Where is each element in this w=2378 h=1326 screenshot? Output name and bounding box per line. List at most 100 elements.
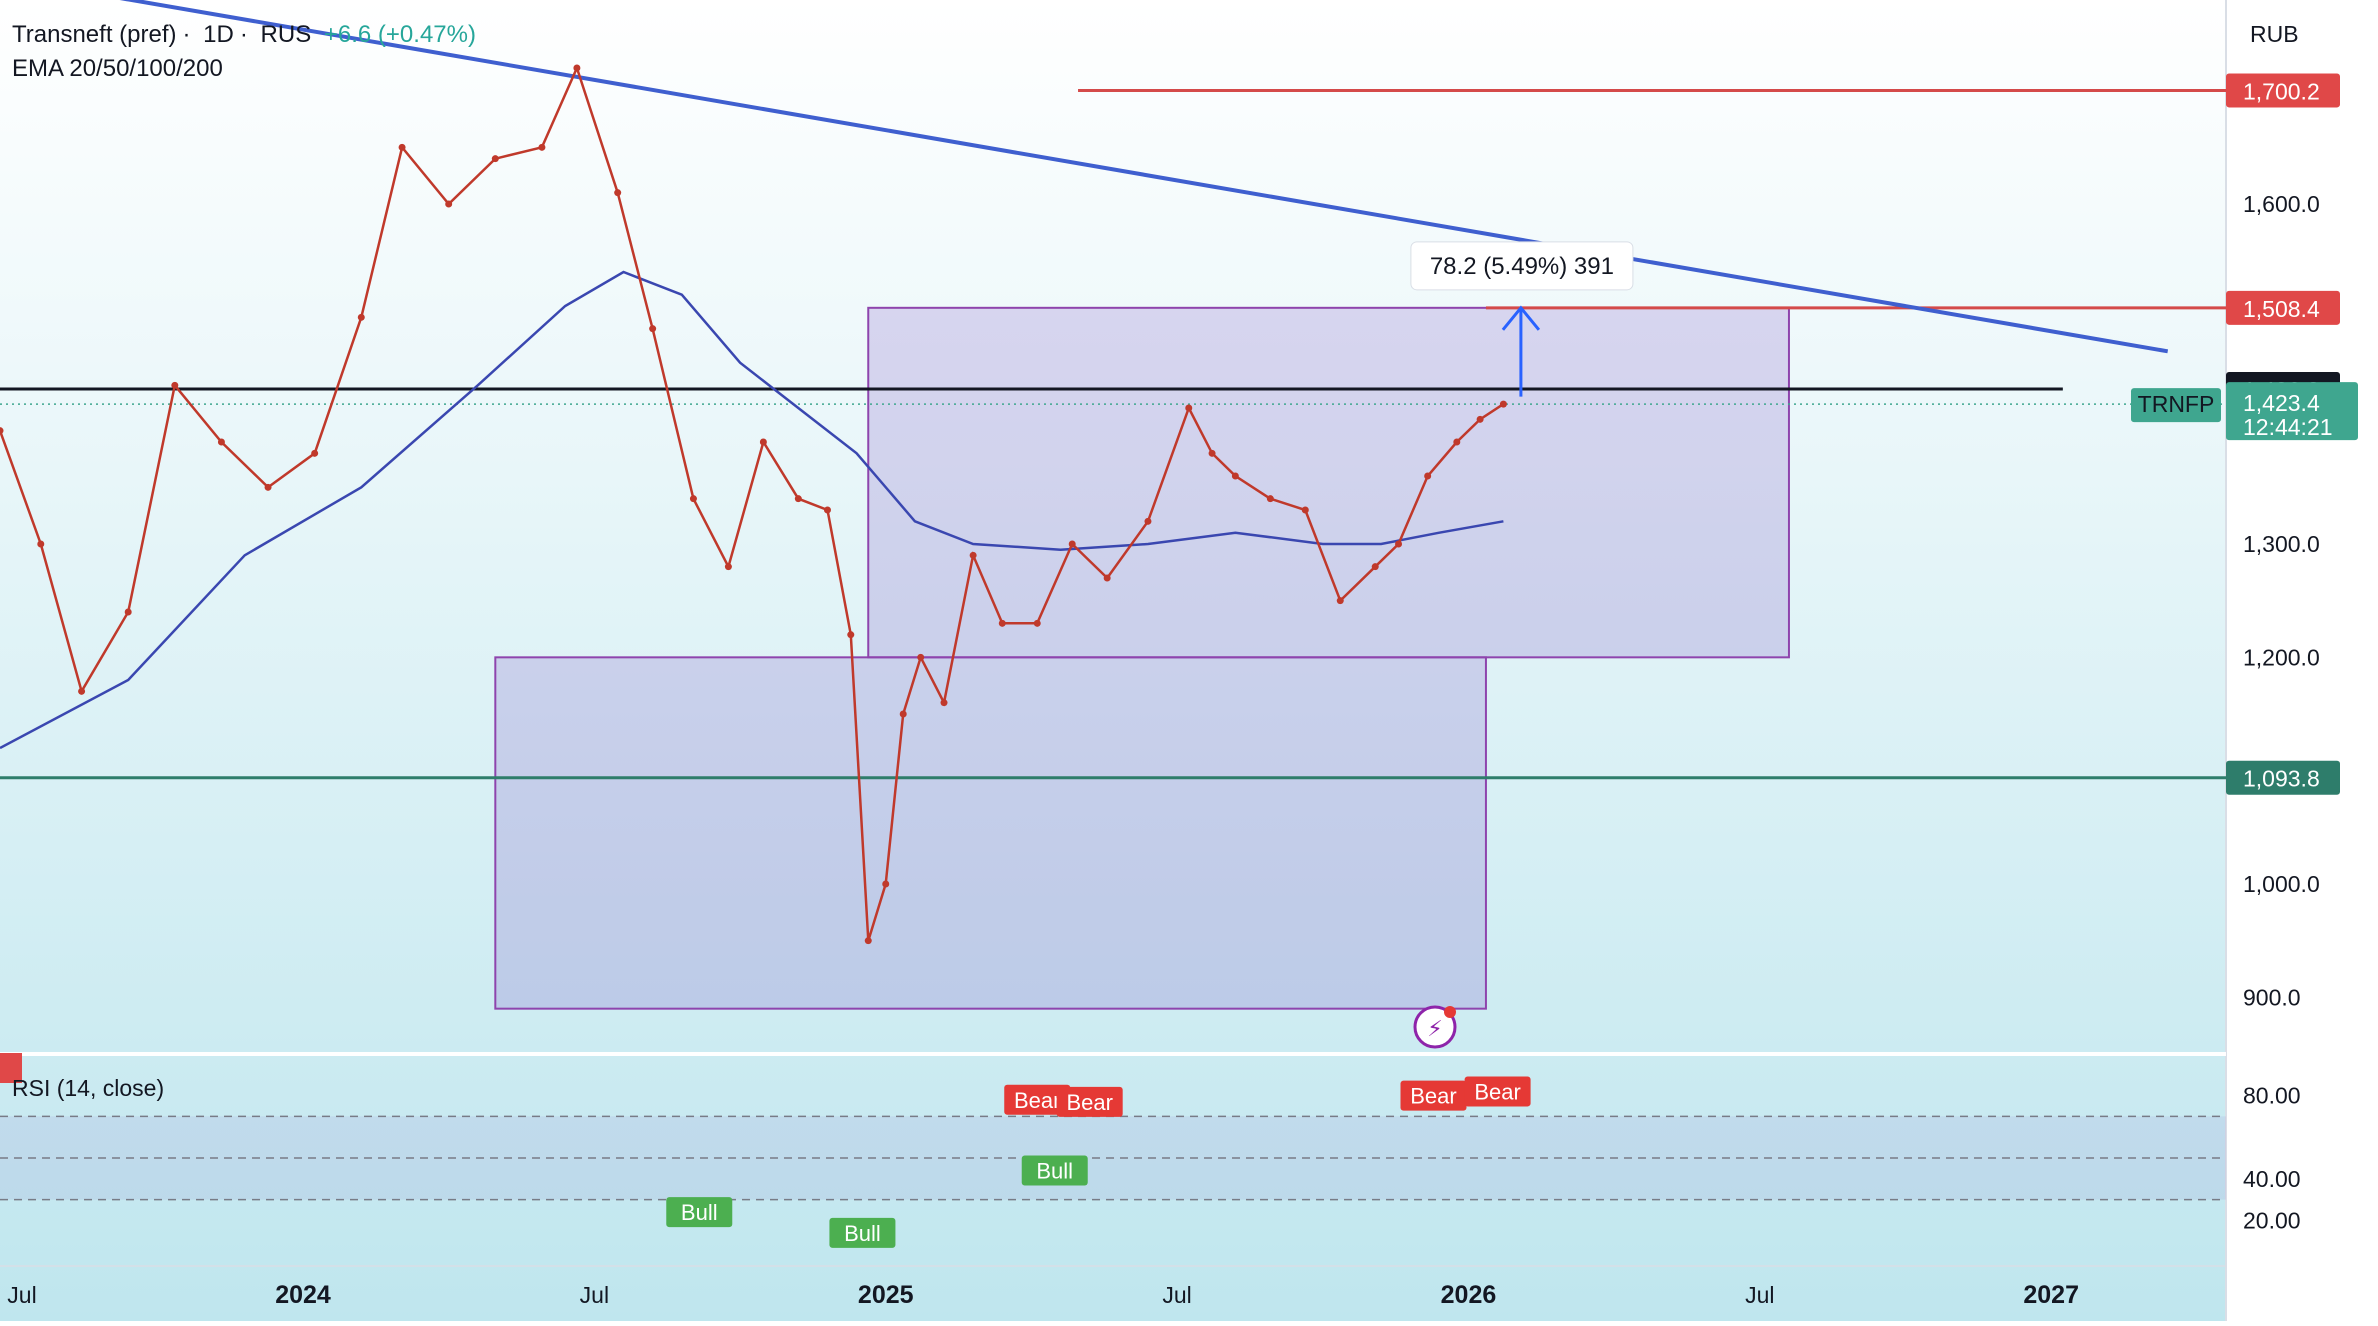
price-point — [1476, 415, 1484, 423]
price-tick: 1,300.0 — [2243, 531, 2320, 557]
price-point — [899, 710, 907, 718]
ticker-tag[interactable] — [2131, 388, 2221, 423]
price-tag-label: 1,508.4 — [2243, 296, 2320, 322]
range-box[interactable] — [867, 306, 1790, 659]
price-tick: 900.0 — [2243, 984, 2301, 1010]
ema-200-line — [0, 270, 1504, 750]
price-point — [37, 540, 45, 548]
price-point — [1371, 563, 1379, 571]
price-point — [311, 449, 319, 457]
price-point — [940, 699, 948, 707]
measure-arrowhead — [1501, 305, 1541, 331]
price-point — [1103, 574, 1111, 582]
time-label: 2024 — [275, 1281, 331, 1309]
price-tag-label: 1,700.2 — [2243, 78, 2320, 104]
rsi-legend[interactable]: RSI (14, close) — [12, 1075, 165, 1101]
price-point — [398, 143, 406, 151]
price-point — [998, 619, 1006, 627]
symbol-name[interactable]: Transneft (pref) — [12, 21, 177, 48]
price-point — [78, 687, 86, 695]
price-point — [445, 200, 453, 208]
measure-label: 78.2 (5.49%) 391 — [1430, 253, 1614, 280]
price-point — [1424, 472, 1432, 480]
price-point — [1185, 404, 1193, 412]
rsi-tick: 20.00 — [2243, 1207, 2301, 1233]
price-point — [124, 608, 132, 616]
last-price-label: 1,423.4 — [2243, 390, 2320, 416]
bar-countdown: 12:44:21 — [2243, 414, 2333, 440]
time-label: Jul — [1745, 1282, 1774, 1308]
price-point — [171, 381, 179, 389]
price-point — [724, 563, 732, 571]
price-point — [969, 551, 977, 559]
price-point — [1266, 495, 1274, 503]
price-change: +6.6 (+0.47%) — [323, 21, 476, 48]
rsi-tick: 80.00 — [2243, 1083, 2301, 1109]
rsi-marker-label: Bull — [681, 1200, 718, 1225]
price-point — [1301, 506, 1309, 514]
rsi-marker-label: Bull — [1036, 1158, 1073, 1183]
range-box[interactable] — [494, 656, 1487, 1010]
chart-header: Transneft (pref) · 1D · RUS +6.6 (+0.47%) … — [12, 18, 482, 86]
price-tag[interactable] — [2226, 760, 2340, 795]
price-point — [1499, 400, 1507, 408]
alert-icon[interactable] — [1413, 1005, 1457, 1049]
price-pane: 78.2 (5.49%) 391 ⚡ — [0, 0, 2226, 1049]
price-tick: 1,000.0 — [2243, 871, 2320, 897]
rsi-marker-label: Bear — [1066, 1090, 1112, 1115]
rsi-marker-bull[interactable] — [1021, 1155, 1088, 1186]
price-point — [794, 495, 802, 503]
rsi-marker-bull[interactable] — [829, 1217, 896, 1248]
measure-label-box — [1410, 241, 1634, 291]
alert-dot — [1444, 1006, 1456, 1018]
price-point — [1336, 597, 1344, 605]
trendline[interactable] — [0, 0, 2169, 354]
time-label: 2026 — [1441, 1281, 1497, 1309]
price-point — [1033, 619, 1041, 627]
time-label: 2027 — [2023, 1281, 2079, 1309]
rsi-marker-label: Bear — [1474, 1079, 1520, 1104]
price-tag[interactable] — [2226, 73, 2340, 108]
rsi-marker-bear[interactable] — [1400, 1080, 1467, 1111]
price-point — [1144, 517, 1152, 525]
price-point — [1453, 438, 1461, 446]
price-tag[interactable] — [2226, 290, 2340, 325]
rsi-marker-label: Bull — [844, 1221, 881, 1246]
price-point — [217, 438, 225, 446]
price-axis-panel — [2226, 0, 2378, 1321]
price-point — [823, 506, 831, 514]
rsi-marker-bear[interactable] — [1056, 1086, 1123, 1117]
price-point — [357, 313, 365, 321]
last-price-tag[interactable] — [2226, 382, 2358, 441]
rsi-tick: 40.00 — [2243, 1166, 2301, 1192]
price-point — [759, 438, 767, 446]
rsi-marker-bear[interactable] — [1004, 1084, 1071, 1115]
rsi-marker-label: Bear — [1014, 1088, 1060, 1113]
price-point — [882, 880, 890, 888]
interval-label[interactable]: 1D — [203, 21, 234, 48]
price-tick: 1,200.0 — [2243, 644, 2320, 670]
price-point — [649, 325, 657, 333]
price-point — [0, 427, 4, 435]
price-point — [491, 155, 499, 163]
price-point — [689, 495, 697, 503]
price-tick: 1,600.0 — [2243, 191, 2320, 217]
price-point — [1395, 540, 1403, 548]
price-point — [1231, 472, 1239, 480]
rsi-marker-bear[interactable] — [1464, 1076, 1531, 1107]
price-point — [864, 937, 872, 945]
rsi-edge-tag — [0, 1053, 22, 1083]
lightning-glyph: ⚡ — [1427, 1016, 1442, 1041]
rsi-marker-bull[interactable] — [666, 1197, 733, 1228]
time-label: Jul — [7, 1282, 36, 1308]
time-label: 2025 — [858, 1281, 914, 1309]
price-point — [614, 189, 622, 197]
currency-label[interactable]: RUB — [2250, 21, 2299, 47]
indicator-legend[interactable]: EMA 20/50/100/200 — [12, 55, 223, 82]
time-label: Jul — [580, 1282, 609, 1308]
price-point — [917, 653, 925, 661]
price-point — [1208, 449, 1216, 457]
